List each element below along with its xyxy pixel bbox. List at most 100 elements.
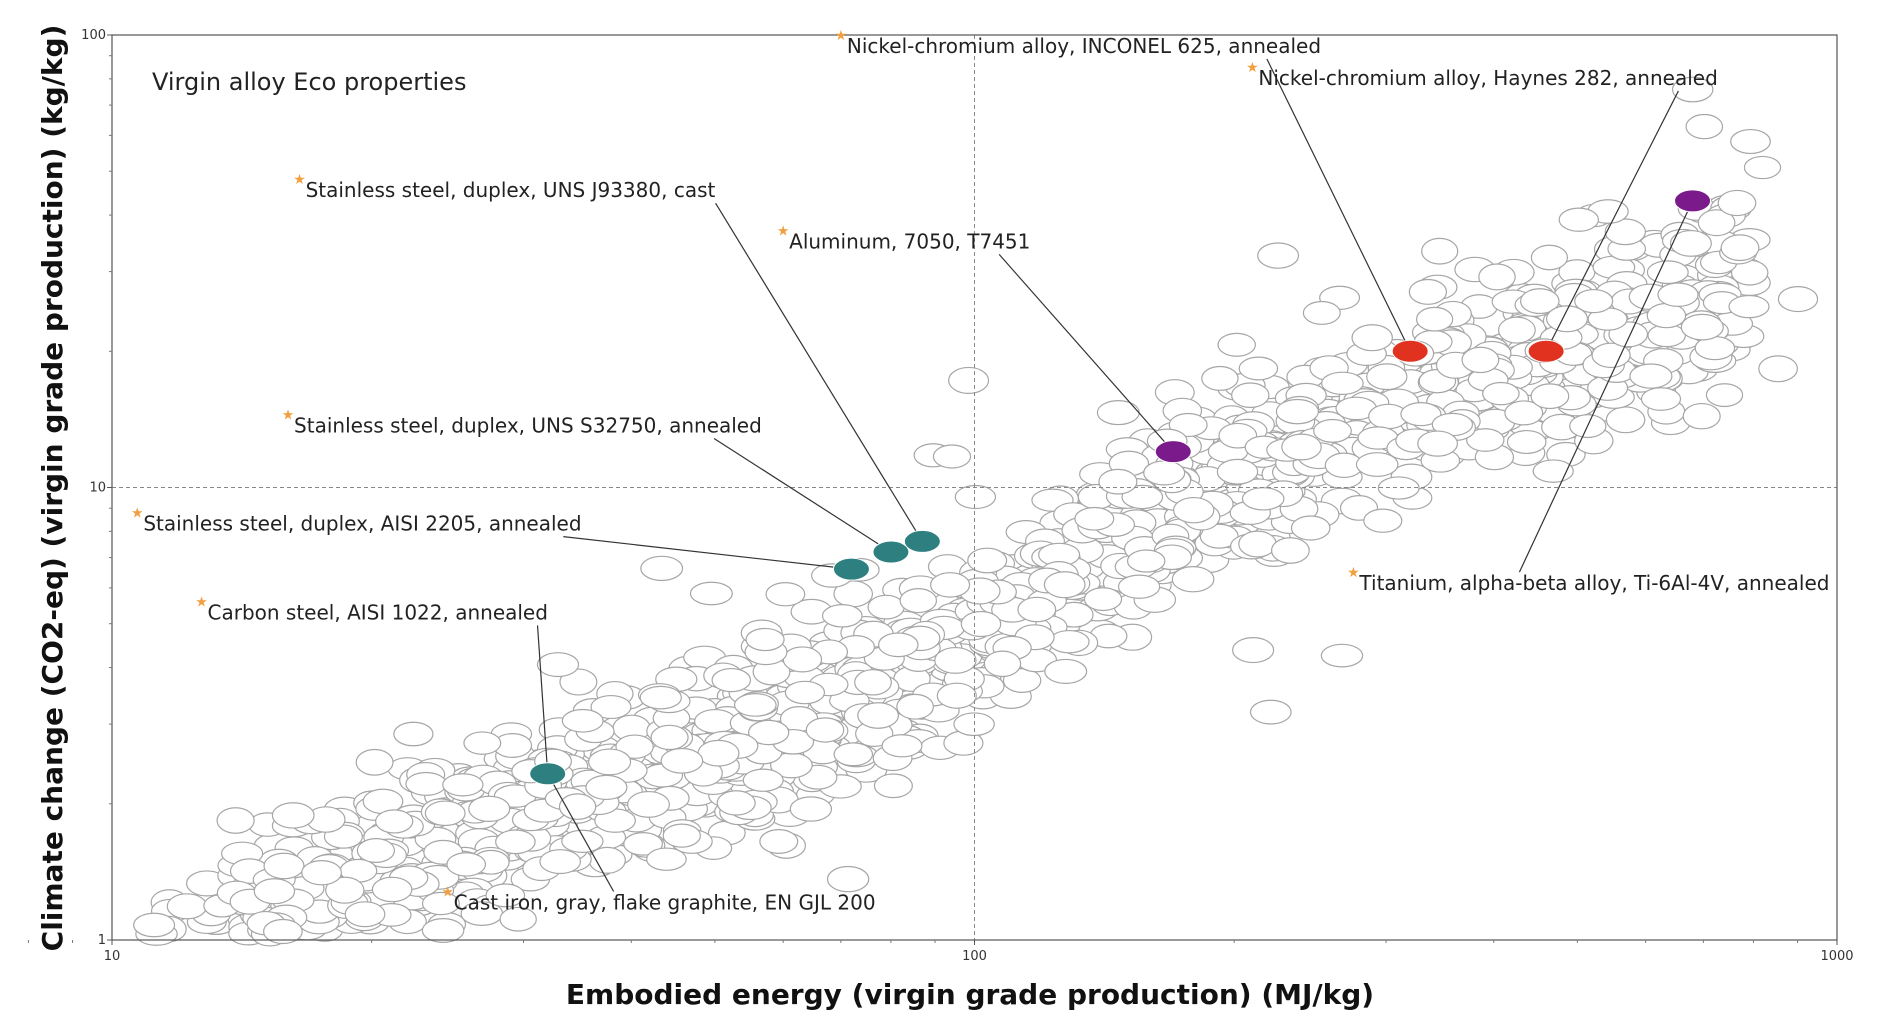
x-tick-label: 1000	[1820, 949, 1853, 964]
background-point	[1216, 458, 1259, 485]
background-point	[623, 832, 663, 856]
background-point	[821, 604, 863, 628]
background-point	[1408, 278, 1448, 305]
background-point	[640, 555, 684, 582]
background-point	[1257, 242, 1300, 269]
background-point	[646, 847, 687, 871]
background-point	[588, 748, 632, 776]
point-label: Nickel-chromium alloy, INCONEL 625, anne…	[847, 34, 1321, 58]
background-point	[1290, 515, 1331, 541]
background-point	[561, 829, 604, 853]
background-point	[1574, 288, 1614, 314]
background-point	[1482, 381, 1520, 406]
background-point	[1313, 418, 1352, 443]
background-point	[495, 829, 536, 855]
background-point	[765, 581, 806, 607]
background-point	[1506, 429, 1547, 455]
background-point	[967, 547, 1008, 574]
background-point	[1231, 382, 1270, 409]
background-point	[1697, 209, 1736, 237]
label-anchor-star-icon: ★	[777, 223, 790, 239]
background-point	[1302, 300, 1341, 325]
background-point	[877, 632, 919, 658]
label-anchor-star-icon: ★	[835, 28, 848, 44]
background-point	[896, 693, 934, 720]
background-point	[442, 773, 484, 797]
point-label: Carbon steel, AISI 1022, annealed	[208, 600, 548, 624]
background-point	[1657, 282, 1699, 307]
leader-line	[547, 773, 615, 892]
label-anchor-star-icon: ★	[1246, 60, 1259, 76]
background-point	[1758, 355, 1798, 383]
background-point	[355, 748, 394, 776]
point-label: Titanium, alpha-beta alloy, Ti-6Al-4V, a…	[1358, 571, 1829, 595]
background-point	[936, 682, 977, 709]
background-point	[1241, 487, 1285, 511]
background-point	[697, 739, 740, 767]
background-point	[1743, 155, 1782, 180]
background-point	[1366, 363, 1408, 391]
background-point	[711, 667, 752, 693]
point-label: Stainless steel, duplex, UNS S32750, ann…	[294, 413, 762, 437]
background-point	[1466, 428, 1505, 452]
background-point	[1605, 406, 1646, 434]
background-point	[733, 693, 777, 717]
background-point	[1671, 76, 1714, 103]
background-point	[1498, 316, 1536, 344]
highlighted-point	[1527, 339, 1565, 363]
background-point	[784, 680, 826, 705]
background-point	[1520, 288, 1560, 315]
x-axis-title: Embodied energy (virgin grade production…	[566, 978, 1374, 1011]
background-point	[590, 694, 632, 720]
x-tick-label: 10	[104, 949, 121, 964]
background-point	[1558, 207, 1600, 232]
background-point	[1043, 571, 1086, 599]
point-label: Stainless steel, duplex, UNS J93380, cas…	[306, 178, 716, 202]
background-point	[1017, 596, 1057, 623]
background-point	[1591, 342, 1631, 369]
background-point	[356, 837, 396, 864]
leader-line	[998, 253, 1174, 453]
background-point	[585, 774, 628, 801]
background-point	[1074, 506, 1115, 531]
background-point	[344, 901, 386, 928]
background-point	[1604, 218, 1646, 246]
background-point	[881, 734, 923, 758]
background-point	[1143, 460, 1186, 486]
highlighted-point	[832, 557, 870, 581]
background-point	[1682, 402, 1721, 430]
background-point	[1669, 229, 1712, 257]
highlighted-point	[529, 762, 567, 786]
background-point	[1377, 476, 1420, 500]
background-point	[1504, 400, 1544, 426]
background-point	[650, 724, 689, 751]
background-point	[558, 793, 597, 820]
y-axis-title: Climate change (CO2-eq) (virgin grade pr…	[36, 25, 69, 952]
background-point	[857, 702, 900, 729]
highlighted-points	[529, 189, 1712, 786]
leader-line	[713, 437, 892, 553]
background-point	[934, 646, 977, 674]
background-point	[854, 669, 892, 696]
background-point	[782, 646, 823, 673]
background-point	[1730, 128, 1771, 155]
label-anchor-star-icon: ★	[282, 407, 295, 423]
background-point	[759, 829, 799, 854]
background-point	[1777, 286, 1819, 313]
background-point	[1530, 383, 1570, 410]
background-point	[1646, 260, 1689, 285]
background-point	[1044, 658, 1088, 684]
highlighted-point	[1154, 440, 1192, 464]
background-point	[485, 883, 526, 908]
background-point	[689, 581, 733, 606]
background-point	[1530, 244, 1569, 271]
background-point	[588, 846, 626, 874]
leader-line	[1545, 90, 1679, 352]
background-point	[1351, 324, 1393, 352]
background-point	[1478, 263, 1516, 291]
highlighted-point	[872, 540, 910, 564]
background-point	[1705, 383, 1744, 408]
point-label: Aluminum, 7050, T7451	[789, 229, 1030, 253]
background-point	[405, 771, 447, 796]
